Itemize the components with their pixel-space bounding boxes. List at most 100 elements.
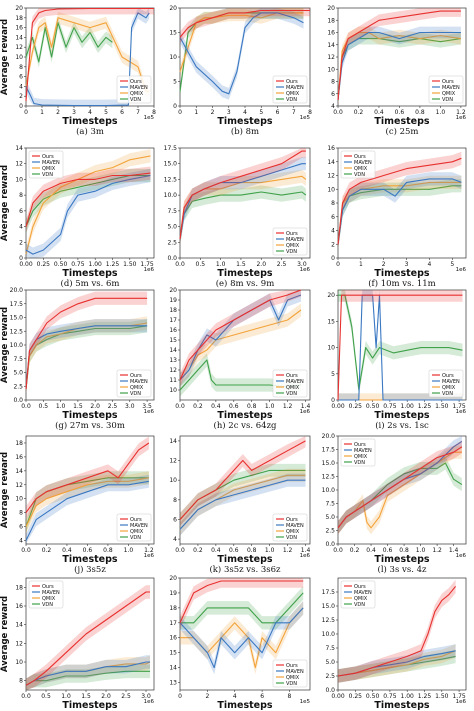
y-tick-label: 0 xyxy=(19,103,23,110)
band-ours xyxy=(180,290,301,387)
x-exponent: 1e5 xyxy=(300,699,311,705)
y-tick-label: 15.0 xyxy=(10,315,24,322)
x-tick-label: 0.8 xyxy=(247,403,257,410)
series-line-ours xyxy=(179,9,310,38)
x-tick-label: 0.4 xyxy=(374,109,384,116)
legend-label-maven: MAVEN xyxy=(286,669,304,675)
legend-label-qmix: QMIX xyxy=(42,166,56,172)
y-tick-label: 20 xyxy=(169,287,177,294)
series-line-ours xyxy=(337,10,461,100)
x-tick-label: 1.2 xyxy=(432,547,442,554)
series-line-ours xyxy=(179,580,304,624)
y-tick-label: 14 xyxy=(327,159,335,166)
x-tick-label: 2 xyxy=(211,109,215,116)
x-axis-label: Timesteps xyxy=(374,410,430,421)
x-tick-label: 3.0 xyxy=(141,693,151,700)
legend-label-qmix: QMIX xyxy=(42,596,56,602)
x-tick-label: 1.25 xyxy=(418,403,432,410)
y-tick-label: 4 xyxy=(173,536,177,543)
y-tick-label: 4 xyxy=(19,224,23,231)
y-tick-label: 2 xyxy=(19,93,23,100)
band-qmix xyxy=(338,26,461,106)
y-tick-label: 2.5 xyxy=(325,673,335,680)
legend-label-ours: Ours xyxy=(130,79,142,85)
x-tick-label: 0.50 xyxy=(54,261,68,268)
legend-box xyxy=(116,513,152,542)
series-line-maven xyxy=(337,178,462,245)
series-line-vdn xyxy=(179,191,307,240)
y-tick-label: 7.5 xyxy=(167,208,177,215)
y-tick-label: 8 xyxy=(173,497,177,504)
x-tick-label: 1.75 xyxy=(452,693,466,700)
y-tick-label: 10 xyxy=(15,54,23,61)
legend-box xyxy=(116,369,152,398)
x-axis-label: Timesteps xyxy=(62,268,118,279)
band-maven xyxy=(26,655,150,690)
x-tick-label: 0.4 xyxy=(211,547,221,554)
x-tick-label: 0.00 xyxy=(331,693,345,700)
series-line-qmix xyxy=(337,31,461,100)
x-tick-label: 4 xyxy=(428,261,432,268)
series-line-maven xyxy=(179,479,306,530)
x-tick-label: 0.4 xyxy=(366,547,376,554)
x-tick-label: 7 xyxy=(292,109,296,116)
legend-label-ours: Ours xyxy=(442,79,454,85)
y-tick-label: 10 xyxy=(15,659,23,666)
x-tick-label: 8 xyxy=(308,109,312,116)
y-tick-label: 15 xyxy=(169,30,177,37)
x-tick-label: 0 xyxy=(336,261,340,268)
x-exponent: 1e6 xyxy=(456,409,467,415)
y-tick-label: 15 xyxy=(169,337,177,344)
y-tick-label: 6 xyxy=(19,524,23,531)
y-tick-label: 14 xyxy=(15,34,23,41)
x-tick-label: 3.0 xyxy=(125,403,135,410)
y-tick-label: 18 xyxy=(15,15,23,22)
legend-label-ours: Ours xyxy=(442,373,454,379)
series-line-vdn xyxy=(338,294,463,391)
legend-label-vdn: VDN xyxy=(354,172,365,178)
legend-label-qmix: QMIX xyxy=(130,385,144,391)
x-axis-label: Timesteps xyxy=(217,116,273,127)
y-tick-label: 18 xyxy=(327,17,335,24)
x-axis-label: Timesteps xyxy=(62,554,118,565)
legend-label-ours: Ours xyxy=(286,663,298,669)
band-qmix xyxy=(26,316,148,396)
y-tick-label: 10.0 xyxy=(10,342,24,349)
y-tick-label: 12.5 xyxy=(322,474,336,481)
x-tick-label: 0.25 xyxy=(349,693,363,700)
y-tick-label: 17 xyxy=(169,317,177,324)
y-tick-label: 4 xyxy=(331,103,335,110)
x-exponent: 1e6 xyxy=(456,267,467,273)
x-tick-label: 0.0 xyxy=(175,547,185,554)
series-line-ours xyxy=(25,591,150,686)
band-vdn xyxy=(26,471,149,534)
band-vdn xyxy=(26,319,148,396)
x-axis-label: Timesteps xyxy=(374,700,430,711)
legend-label-qmix: QMIX xyxy=(286,529,300,535)
legend-label-vdn: VDN xyxy=(42,602,53,608)
legend-label-ours: Ours xyxy=(42,584,54,590)
legend-box xyxy=(340,438,376,467)
x-tick-label: 7 xyxy=(136,109,140,116)
x-tick-label: 1.4 xyxy=(301,547,311,554)
series-line-maven xyxy=(25,174,151,255)
x-tick-label: 3 xyxy=(72,109,76,116)
y-tick-label: 2.5 xyxy=(13,383,23,390)
y-tick-label: 17.5 xyxy=(164,145,178,152)
y-tick-label: 0 xyxy=(19,255,23,262)
legend-box xyxy=(272,513,308,542)
y-tick-label: 12 xyxy=(15,482,23,489)
series-line-maven xyxy=(179,12,304,95)
x-tick-label: 0.25 xyxy=(349,403,363,410)
panel-13: 13 14 15 16 17 18 19 20 0 2 4 6 8 1e5 OursMAVENQMIXVDN… xyxy=(169,575,310,711)
legend-label-qmix: QMIX xyxy=(354,596,368,602)
series-line-qmix xyxy=(179,309,302,381)
x-tick-label: 0.00 xyxy=(331,403,345,410)
y-tick-label: 12 xyxy=(15,161,23,168)
series-line-qmix xyxy=(25,477,149,527)
x-tick-label: 2.0 xyxy=(90,403,100,410)
legend-label-maven: MAVEN xyxy=(130,379,148,385)
